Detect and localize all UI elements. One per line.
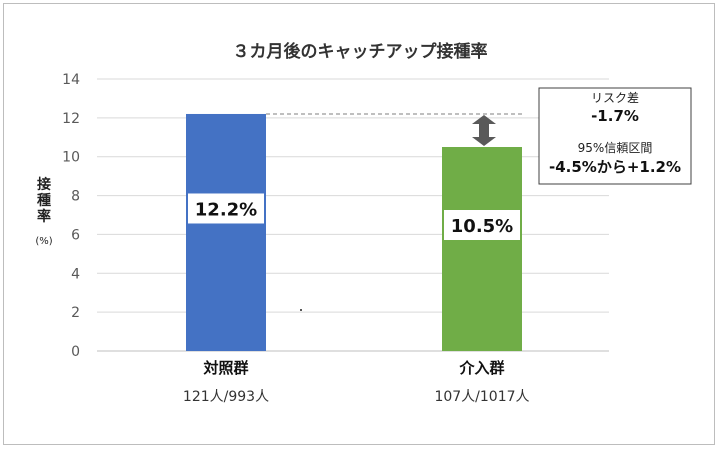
y-tick-label: 10 xyxy=(62,150,80,166)
y-tick-label: 12 xyxy=(62,111,80,127)
y-axis-label-char-1: 接 xyxy=(37,176,51,193)
difference-arrow-icon xyxy=(472,114,496,146)
ci-label: 95%信頼区間 xyxy=(578,141,653,155)
sample-count: 121人/993人 xyxy=(183,389,269,405)
annotation-box xyxy=(538,87,692,185)
data-label: 10.5% xyxy=(451,216,513,237)
y-tick-label: 14 xyxy=(62,72,80,88)
data-label: 12.2% xyxy=(195,199,257,220)
chart-title: ３カ月後のキャッチアップ接種率 xyxy=(233,41,488,62)
bar xyxy=(186,113,266,351)
risk-difference-value: -1.7% xyxy=(591,107,639,125)
risk-difference-label: リスク差 xyxy=(591,91,639,105)
chart-frame xyxy=(3,3,715,445)
stray-dot xyxy=(300,309,302,311)
y-tick-label: 4 xyxy=(71,266,80,282)
y-tick-label: 8 xyxy=(71,189,80,205)
ci-value: -4.5%から+1.2% xyxy=(549,158,681,176)
y-axis-label-char-2: 種 xyxy=(37,192,51,209)
data-label-box xyxy=(188,193,264,224)
bars: 12.2% 対照群 121人/993人 10.5% 介入群 107人/1017人 xyxy=(183,113,530,405)
y-axis-label-char-3: 率 xyxy=(37,208,51,225)
y-tick-labels: 0 2 4 6 8 10 12 14 xyxy=(62,72,80,360)
category-label: 介入群 xyxy=(458,359,504,377)
data-label-box xyxy=(444,210,520,240)
y-axis-unit: (%) xyxy=(35,236,52,247)
y-tick-label: 6 xyxy=(71,227,80,243)
bar xyxy=(442,147,522,351)
y-tick-label: 0 xyxy=(71,344,80,360)
y-tick-label: 2 xyxy=(71,305,80,321)
double-arrow-shape xyxy=(472,114,496,146)
sample-count: 107人/1017人 xyxy=(434,389,529,405)
category-label: 対照群 xyxy=(202,359,248,377)
gridlines xyxy=(97,78,609,352)
